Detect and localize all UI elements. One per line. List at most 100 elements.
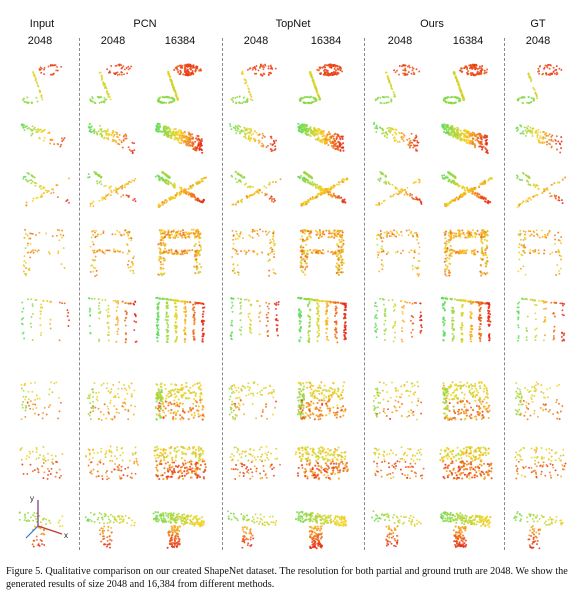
point — [191, 137, 194, 140]
point — [194, 253, 197, 256]
point — [20, 318, 23, 321]
point — [270, 137, 273, 140]
point — [198, 244, 201, 247]
point — [177, 65, 180, 68]
point-cloud-table-col-4 — [231, 228, 277, 277]
point — [130, 150, 133, 152]
point — [394, 131, 397, 134]
point — [337, 229, 340, 232]
point — [98, 175, 100, 178]
point-cloud-airplane-col-1 — [22, 171, 70, 207]
point — [447, 241, 451, 244]
point — [184, 315, 188, 318]
point — [67, 311, 70, 314]
point — [31, 339, 34, 341]
point — [378, 234, 381, 237]
point-cloud-lamp-hanging-col-2 — [87, 297, 138, 344]
point — [315, 89, 318, 92]
point — [160, 251, 163, 255]
point — [116, 73, 119, 76]
point — [390, 98, 393, 101]
point — [114, 233, 117, 236]
point — [35, 131, 38, 134]
point — [517, 246, 520, 249]
point — [557, 248, 560, 251]
point — [234, 129, 237, 132]
point — [271, 149, 274, 152]
point — [307, 198, 310, 202]
point — [328, 190, 331, 193]
point — [518, 204, 521, 207]
point — [123, 68, 126, 71]
point — [476, 138, 479, 141]
point — [345, 178, 348, 181]
point — [162, 241, 165, 245]
point — [452, 234, 455, 237]
point — [306, 96, 309, 99]
point — [300, 97, 303, 100]
point — [61, 229, 64, 232]
point — [173, 315, 177, 318]
point — [277, 301, 280, 303]
point — [196, 67, 199, 70]
point — [340, 246, 343, 249]
point — [524, 238, 527, 241]
point — [263, 66, 265, 69]
point — [536, 131, 539, 134]
point — [272, 268, 275, 271]
point — [523, 251, 526, 254]
point — [191, 69, 194, 73]
point — [303, 126, 306, 129]
point — [541, 235, 544, 238]
point — [173, 128, 176, 131]
point — [163, 133, 166, 137]
point — [452, 236, 455, 239]
point — [267, 73, 270, 76]
point — [330, 63, 333, 66]
point — [118, 143, 121, 146]
point — [411, 69, 414, 72]
point — [518, 251, 521, 254]
point — [390, 235, 393, 238]
point — [276, 334, 279, 337]
point — [559, 267, 562, 270]
point — [395, 128, 398, 131]
point — [461, 185, 465, 188]
point — [405, 190, 408, 193]
point — [91, 249, 94, 252]
point — [187, 144, 190, 147]
point — [555, 135, 558, 138]
point — [445, 240, 448, 243]
point — [134, 200, 137, 203]
point — [201, 340, 204, 343]
point — [527, 72, 530, 75]
point — [456, 250, 459, 253]
point — [447, 238, 450, 242]
point — [43, 73, 46, 76]
point — [243, 249, 246, 252]
point — [457, 197, 460, 200]
point — [528, 76, 531, 79]
point — [194, 272, 197, 275]
point — [468, 134, 471, 138]
point — [34, 181, 37, 184]
point — [234, 238, 237, 241]
point — [555, 274, 558, 276]
point — [329, 188, 332, 191]
point — [240, 201, 243, 204]
point — [338, 67, 341, 70]
point — [259, 189, 261, 192]
point — [165, 313, 168, 316]
point — [527, 96, 530, 98]
point — [131, 261, 133, 263]
point — [315, 249, 318, 252]
point — [170, 251, 173, 254]
point — [116, 323, 119, 326]
point — [162, 251, 165, 254]
point — [458, 99, 461, 102]
point — [94, 255, 97, 258]
point — [320, 138, 323, 141]
point — [173, 234, 177, 237]
point — [318, 228, 321, 231]
point — [267, 253, 270, 256]
